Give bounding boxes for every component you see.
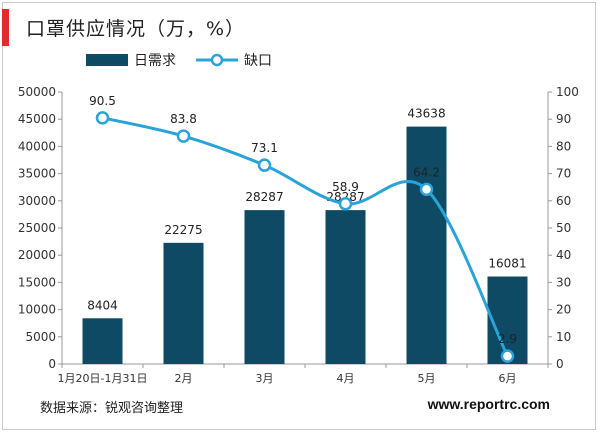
y-left-tick-label: 5000 (25, 330, 56, 344)
legend-swatch-bar (86, 54, 128, 66)
website-link[interactable]: www.reportrc.com (427, 396, 550, 412)
line-point (419, 182, 434, 197)
x-tick-label: 6月 (499, 372, 517, 385)
y-left-tick-label: 35000 (18, 167, 56, 181)
y-right-tick-label: 70 (556, 167, 571, 181)
y-left-tick-label: 45000 (18, 112, 56, 126)
legend-label-line: 缺口 (244, 53, 272, 69)
x-tick-label: 3月 (256, 372, 274, 385)
y-right-tick-label: 40 (556, 248, 571, 262)
line-point (500, 349, 515, 363)
y-left-tick-label: 30000 (18, 194, 56, 208)
line-value-label: 73.1 (251, 141, 278, 155)
x-tick-label: 2月 (175, 372, 193, 385)
bar (244, 210, 285, 364)
line-point (338, 197, 353, 211)
y-left-tick-label: 50000 (18, 85, 56, 99)
y-left-tick-label: 20000 (18, 248, 56, 262)
bar (325, 210, 366, 364)
y-left-tick-label: 15000 (18, 275, 56, 289)
bar-labels: 84042227528287282874363816081 (87, 107, 526, 313)
line-point (95, 111, 110, 125)
line-point (257, 158, 272, 172)
gap-series-line (102, 116, 509, 357)
axes: 0 5000 10000 15000 20000 25000 30000 35000 40000… (18, 85, 579, 385)
bar-value-label: 16081 (488, 257, 526, 271)
legend-swatch-marker (210, 53, 224, 67)
legend-label-bar: 日需求 (134, 53, 176, 69)
y-right-tick-label: 20 (556, 303, 571, 317)
line-layer (95, 111, 515, 363)
title-accent-bar (2, 9, 9, 46)
y-right-tick-label: 50 (556, 221, 571, 235)
bar (163, 242, 204, 364)
y-right-tick-label: 80 (556, 139, 571, 153)
legend: 日需求 缺口 (86, 53, 272, 69)
y-left-tick-label: 40000 (18, 139, 56, 153)
line-value-label: 64.2 (413, 165, 440, 179)
bars (82, 126, 528, 364)
y-left-tick-label: 0 (48, 357, 56, 371)
line-labels: 90.5 83.8 73.1 58.9 64.2 2.9 (89, 94, 517, 346)
bar-value-label: 22275 (164, 223, 202, 237)
source-note: 数据来源：锐观咨询整理 (40, 401, 184, 416)
y-right-tick-label: 60 (556, 194, 571, 208)
y-right-tick-label: 30 (556, 275, 571, 289)
x-tick-label: 4月 (337, 372, 355, 385)
bar-value-label: 28287 (245, 190, 283, 204)
bar-value-label: 43638 (407, 107, 445, 121)
line-point (176, 129, 191, 143)
line-value-label: 2.9 (498, 332, 517, 346)
line-value-label: 58.9 (332, 180, 359, 194)
bar-value-label: 8404 (87, 298, 118, 312)
x-tick-label: 1月20日-1月31日 (58, 372, 148, 385)
y-right-tick-label: 0 (556, 357, 564, 371)
y-left-tick-label: 10000 (18, 303, 56, 317)
line-value-label: 90.5 (89, 94, 116, 108)
x-tick-label: 5月 (418, 372, 436, 385)
y-right-tick-label: 100 (556, 85, 579, 99)
y-right-tick-label: 10 (556, 330, 571, 344)
y-left-tick-label: 25000 (18, 221, 56, 235)
page-title: 口罩供应情况（万，%） (26, 18, 246, 40)
bar (406, 126, 447, 364)
y-right-tick-label: 90 (556, 112, 571, 126)
line-value-label: 83.8 (170, 112, 197, 126)
bar (82, 318, 123, 364)
